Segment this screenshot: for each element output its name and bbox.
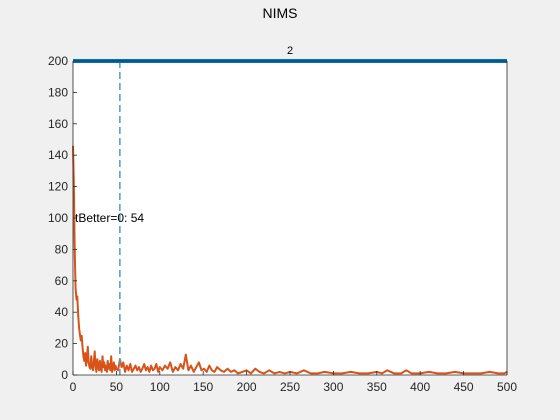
y-axis-ticks: 0 20 40 60 80 100 120 140 160 180 200 [48, 54, 77, 382]
y-tick-label: 100 [48, 211, 68, 225]
x-tick-label: 250 [280, 380, 300, 394]
x-tick-label: 400 [410, 380, 430, 394]
y-tick-label: 60 [55, 274, 69, 288]
y-tick-label: 200 [48, 54, 68, 68]
x-tick-label: 150 [193, 380, 213, 394]
y-tick-label: 160 [48, 117, 68, 131]
y-tick-label: 40 [55, 305, 69, 319]
x-tick-label: 50 [110, 380, 124, 394]
y-tick-label: 180 [48, 85, 68, 99]
axes-title: 2 [287, 45, 293, 57]
x-tick-label: 500 [497, 380, 517, 394]
x-tick-label: 200 [237, 380, 257, 394]
x-tick-label: 450 [454, 380, 474, 394]
axes-background [73, 61, 507, 375]
figure-title: NIMS [263, 5, 298, 21]
x-tick-label: 350 [367, 380, 387, 394]
y-tick-label: 80 [55, 242, 69, 256]
y-tick-label: 120 [48, 180, 68, 194]
x-axis-ticks: 0 50 100 150 200 250 300 350 400 450 500 [70, 371, 517, 394]
y-tick-label: 140 [48, 148, 68, 162]
y-tick-label: 20 [55, 337, 69, 351]
y-tick-label: 0 [61, 368, 68, 382]
x-tick-label: 300 [323, 380, 343, 394]
series-line-noise [72, 145, 508, 375]
x-tick-label: 0 [70, 380, 77, 394]
x-tick-label: 100 [150, 380, 170, 394]
annotation-label: tBetter=0: 54 [75, 211, 144, 225]
